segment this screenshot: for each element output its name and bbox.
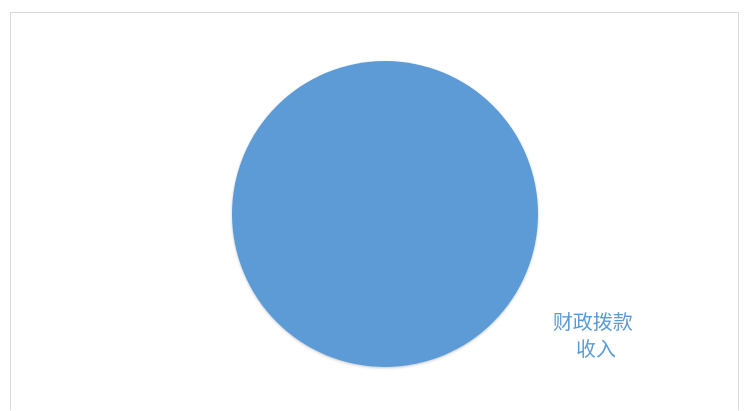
slice-label-line1: 财政拨款 xyxy=(553,310,633,334)
slice-label: 财政拨款 收入 xyxy=(553,310,639,361)
pie-slice xyxy=(232,61,538,367)
slice-label-line2: 收入 xyxy=(576,337,616,361)
pie-slices xyxy=(232,61,538,367)
